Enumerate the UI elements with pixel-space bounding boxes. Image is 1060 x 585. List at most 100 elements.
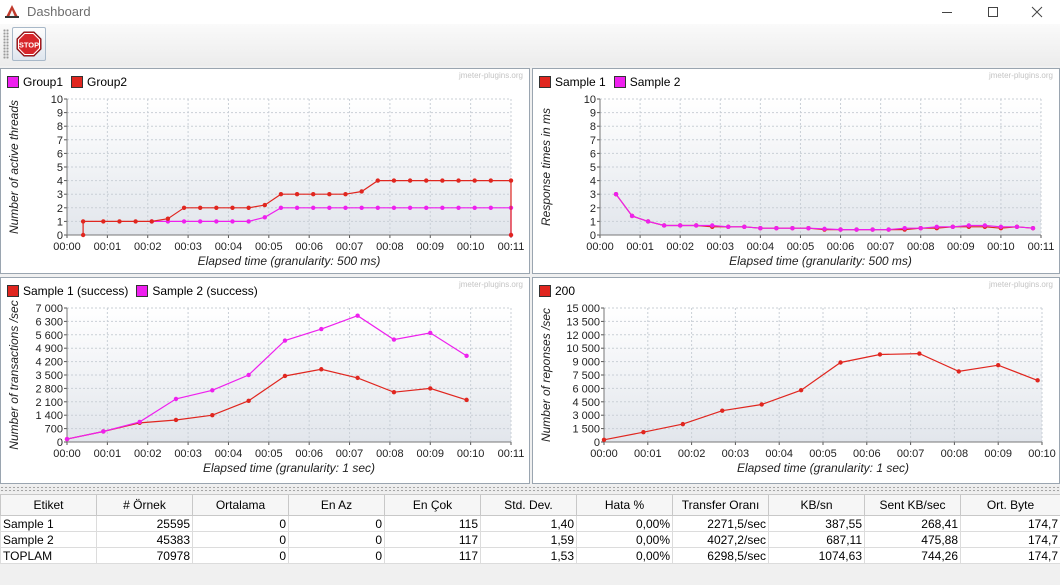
data-point: [327, 205, 332, 210]
data-point: [355, 313, 360, 318]
table-cell: 0: [192, 547, 289, 564]
y-tick-label: 2 100: [35, 397, 63, 409]
minimize-button[interactable]: [924, 0, 970, 24]
y-tick-label: 5: [57, 162, 63, 174]
maximize-button[interactable]: [970, 0, 1016, 24]
summary-table: Etiket # Örnek Ortalama En Az En Çok Std. Dev…: [0, 494, 1060, 564]
chart-plot: 0 12 34 5 67 89 10 00:00 00:01 00:02 00:03 00:04 00:…: [7, 94, 524, 268]
legend-item: 200: [539, 284, 575, 298]
legend-item: Sample 1: [539, 75, 606, 89]
y-tick-label: 5: [590, 162, 596, 174]
table-cell: 475,88: [864, 531, 961, 548]
data-point: [998, 224, 1004, 230]
data-point: [456, 205, 461, 210]
data-point: [282, 338, 288, 343]
column-header[interactable]: Std. Dev.: [480, 494, 577, 516]
table-row[interactable]: TOPLAM 70978 0 0 117 1,53 0,00% 6298,5/sec 1074,…: [0, 547, 1060, 564]
x-tick-label: 00:10: [457, 241, 485, 253]
y-tick-label: 9: [590, 108, 596, 120]
data-point: [456, 178, 461, 183]
x-axis-label: Elapsed time (granularity: 1 sec): [203, 461, 375, 475]
data-point: [645, 219, 651, 224]
data-point: [877, 352, 883, 357]
table-cell: 115: [384, 515, 481, 532]
legend-swatch: [7, 285, 19, 297]
y-tick-label: 8: [57, 121, 63, 133]
y-axis-label: Number of reponses /sec: [539, 308, 553, 442]
data-point: [294, 192, 300, 197]
table-row[interactable]: Sample 1 25595 0 0 115 1,40 0,00% 2271,5/sec 387…: [0, 515, 1060, 532]
y-tick-label: 4: [57, 176, 63, 188]
x-tick-label: 00:06: [295, 448, 323, 460]
table-cell: 387,55: [768, 515, 865, 532]
table-cell: 1,59: [480, 531, 577, 548]
legend-label: Sample 2: [629, 75, 681, 89]
y-tick-label: 1 400: [35, 410, 63, 422]
x-tick-label: 00:06: [295, 241, 323, 253]
data-point: [246, 398, 251, 404]
y-tick-label: 0: [594, 437, 600, 449]
legend-swatch: [539, 76, 551, 88]
data-point: [391, 337, 397, 342]
column-header[interactable]: Transfer Oranı: [672, 494, 769, 516]
data-point: [359, 189, 364, 194]
table-cell: 687,11: [768, 531, 865, 548]
chart-legend: Sample 1 (success) Sample 2 (success): [7, 284, 266, 298]
data-point: [230, 205, 235, 210]
x-tick-label: 00:00: [53, 448, 81, 460]
data-point: [464, 397, 469, 403]
column-header[interactable]: Ort. Byte: [960, 494, 1060, 516]
window-title: Dashboard: [27, 4, 91, 19]
close-button[interactable]: [1014, 0, 1060, 24]
table-cell: Sample 1: [0, 515, 97, 532]
column-header[interactable]: # Örnek: [96, 494, 193, 516]
data-point: [440, 205, 445, 210]
legend-swatch: [7, 76, 19, 88]
x-tick-label: 00:04: [747, 241, 775, 253]
y-tick-label: 9 000: [572, 357, 600, 369]
column-header[interactable]: Etiket: [0, 494, 97, 516]
x-tick-label: 00:08: [376, 241, 404, 253]
y-tick-label: 7 500: [572, 370, 600, 382]
data-point: [950, 224, 955, 230]
splitter-handle[interactable]: [0, 486, 1060, 492]
data-point: [774, 226, 779, 231]
stop-button[interactable]: STOP: [12, 27, 46, 61]
data-point: [407, 178, 413, 183]
table-cell: 0: [288, 547, 385, 564]
table-row[interactable]: Sample 2 45383 0 0 117 1,59 0,00% 4027,2/sec 687…: [0, 531, 1060, 548]
toolbar-grip[interactable]: [3, 29, 9, 59]
table-cell: Sample 2: [0, 531, 97, 548]
y-axis-label: Number of active threads: [7, 100, 21, 234]
x-tick-label: 00:00: [586, 241, 614, 253]
column-header[interactable]: Ortalama: [192, 494, 289, 516]
y-tick-label: 6: [590, 148, 596, 160]
chart-legend: Sample 1 Sample 2: [539, 75, 688, 89]
data-point: [210, 413, 215, 418]
table-cell: 174,7: [960, 515, 1060, 532]
x-tick-label: 00:02: [134, 448, 162, 460]
column-header[interactable]: En Çok: [384, 494, 481, 516]
x-tick-label: 00:03: [722, 448, 750, 460]
table-cell: 0: [192, 515, 289, 532]
x-tick-label: 00:11: [1028, 241, 1055, 253]
x-tick-label: 00:04: [215, 448, 243, 460]
data-point: [262, 215, 267, 220]
column-header[interactable]: Sent KB/sec: [864, 494, 961, 516]
column-header[interactable]: En Az: [288, 494, 385, 516]
data-point: [641, 429, 646, 435]
table-cell: TOPLAM: [0, 547, 97, 564]
data-point: [101, 219, 106, 224]
y-axis-label: Number of transactions /sec: [7, 300, 21, 449]
table-cell: 70978: [96, 547, 193, 564]
x-tick-label: 00:09: [417, 448, 445, 460]
column-header[interactable]: KB/sn: [768, 494, 865, 516]
column-header[interactable]: Hata %: [576, 494, 673, 516]
data-point: [278, 205, 284, 210]
legend-swatch: [71, 76, 84, 88]
data-point: [464, 353, 469, 359]
data-point: [424, 178, 429, 183]
data-point: [694, 223, 699, 228]
chart-legend: 200: [539, 284, 583, 298]
